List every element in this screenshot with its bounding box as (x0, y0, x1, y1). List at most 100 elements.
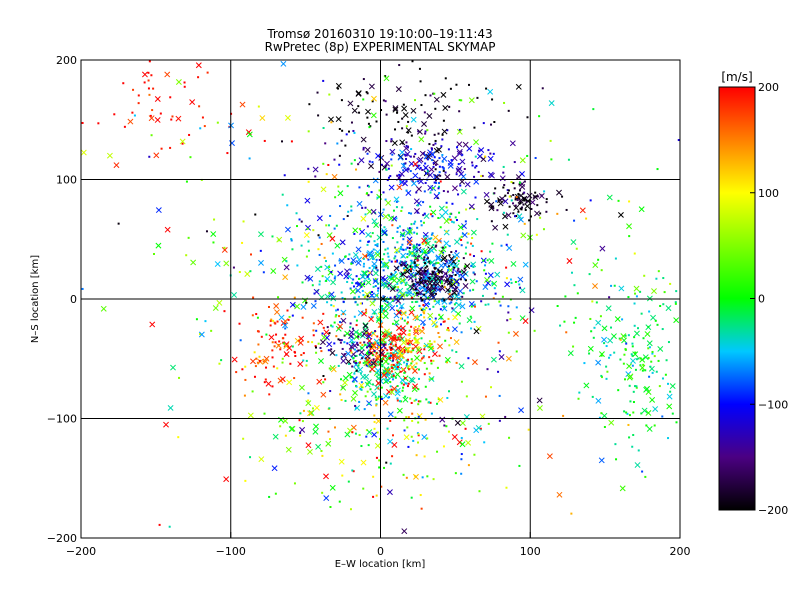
data-point-x (294, 337, 301, 344)
data-point-x (618, 285, 625, 292)
data-point-dot (464, 427, 467, 430)
data-point-dot (556, 305, 559, 308)
data-point-dot (432, 291, 435, 294)
colorbar (718, 86, 756, 511)
data-point-dot (368, 126, 371, 129)
data-point-x (416, 186, 422, 192)
data-point-dot (254, 365, 257, 368)
data-point-dot (373, 298, 376, 301)
data-point-dot (384, 100, 387, 103)
data-point-dot (423, 323, 426, 326)
data-point-dot (362, 98, 365, 101)
data-point-dot (497, 341, 500, 344)
data-point-x (536, 397, 543, 404)
data-point-dot (431, 377, 434, 380)
data-point-x (387, 438, 394, 445)
data-point-dot (384, 355, 387, 358)
data-point-dot (444, 263, 447, 266)
data-point-dot (442, 119, 445, 122)
data-point-x (389, 305, 396, 312)
data-point-dot (491, 242, 494, 245)
data-point-dot (653, 355, 656, 358)
data-point-dot (475, 280, 478, 283)
data-point-dot (429, 276, 432, 279)
data-point-dot (346, 185, 349, 188)
data-point-dot (449, 274, 452, 277)
data-point-dot (444, 260, 447, 263)
data-point-dot (426, 270, 429, 273)
data-point-dot (347, 362, 350, 365)
data-point-x (423, 274, 430, 281)
data-point-dot (610, 326, 613, 329)
data-point-dot (198, 105, 201, 108)
data-point-dot (273, 345, 276, 348)
data-point-dot (514, 280, 517, 283)
data-point-dot (419, 293, 422, 296)
data-point-dot (634, 292, 637, 295)
data-point-x (364, 353, 371, 360)
data-point-dot (210, 329, 213, 332)
data-point-dot (471, 164, 474, 167)
data-point-dot (284, 327, 287, 330)
data-point-dot (408, 333, 411, 336)
data-point-dot (600, 412, 603, 415)
data-point-dot (355, 354, 358, 357)
data-point-dot (362, 78, 365, 81)
data-point-dot (424, 181, 427, 184)
data-point-dot (357, 163, 360, 166)
data-point-dot (414, 288, 417, 291)
data-point-dot (430, 293, 433, 296)
data-point-dot (349, 376, 352, 379)
data-point-dot (334, 196, 337, 199)
data-point-dot (360, 388, 363, 391)
data-point-dot (625, 342, 628, 345)
colorbar-tick-label: 200 (758, 81, 779, 94)
data-point-dot (380, 260, 383, 263)
data-point-dot (366, 350, 369, 353)
data-point-dot (334, 264, 337, 267)
data-point-dot (410, 496, 413, 499)
data-point-dot (152, 87, 155, 90)
data-point-dot (640, 312, 643, 315)
data-point-dot (423, 316, 426, 319)
data-point-x (313, 404, 320, 411)
data-point-dot (512, 193, 515, 196)
data-point-x (401, 260, 408, 267)
data-point-dot (416, 243, 419, 246)
data-point-dot (396, 365, 399, 368)
data-point-dot (444, 171, 447, 174)
data-point-dot (362, 487, 365, 490)
data-point-dot (380, 358, 383, 361)
data-point-dot (434, 325, 437, 328)
data-point-dot (631, 354, 634, 357)
data-point-dot (389, 348, 392, 351)
data-point-dot (440, 275, 443, 278)
data-point-dot (401, 273, 404, 276)
data-point-dot (359, 372, 362, 375)
data-point-dot (526, 154, 529, 157)
data-point-dot (512, 202, 515, 205)
data-point-x (386, 300, 393, 307)
data-point-dot (518, 283, 521, 286)
data-point-dot (431, 159, 434, 162)
data-point-dot (521, 206, 524, 209)
data-point-x (471, 359, 478, 366)
data-point-dot (600, 374, 603, 377)
data-point-dot (406, 322, 409, 325)
data-point-dot (471, 244, 474, 247)
data-point-dot (406, 367, 409, 370)
data-point-dot (424, 270, 427, 273)
data-point-dot (429, 205, 432, 208)
data-point-dot (359, 341, 362, 344)
data-point-dot (452, 268, 455, 271)
data-point-dot (426, 265, 429, 268)
data-point-dot (418, 377, 421, 380)
data-point-dot (242, 437, 245, 440)
data-point-dot (450, 159, 453, 162)
data-point-dot (345, 133, 348, 136)
data-point-x (167, 404, 174, 411)
data-point-x (546, 453, 553, 460)
data-point-dot (407, 350, 410, 353)
data-point-x (246, 131, 253, 138)
data-point-dot (424, 259, 427, 262)
